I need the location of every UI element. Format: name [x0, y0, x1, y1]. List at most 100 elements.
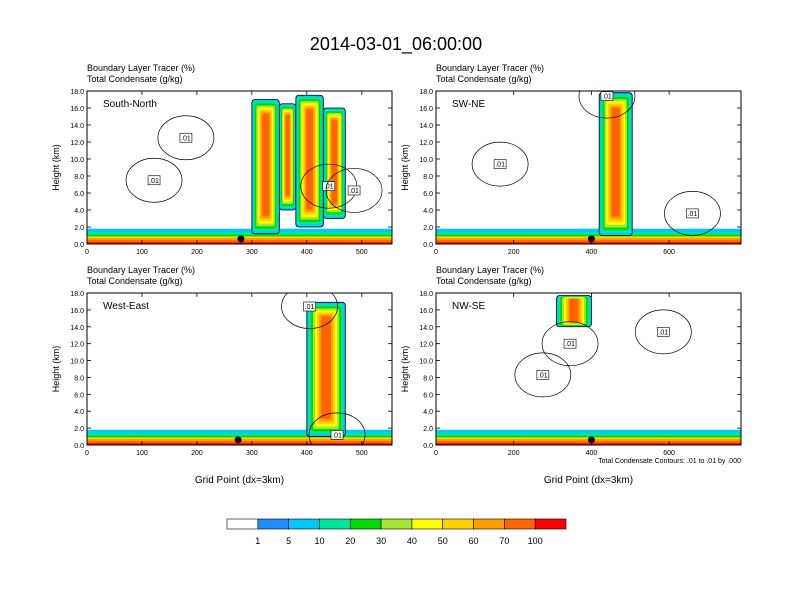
plot-frame [86, 90, 393, 245]
y-tick-label: 16.0 [419, 308, 433, 315]
contour-value: .01 [332, 432, 342, 439]
contour-value: .01 [602, 94, 612, 101]
contour-label-box: .01 [578, 91, 636, 119]
y-tick-label: 14.0 [419, 325, 433, 332]
colorbar-swatch [534, 518, 567, 530]
contour-label-frame [347, 185, 361, 196]
contour-label-box: .01 [664, 191, 721, 236]
y-tick-label: 8.0 [74, 375, 84, 382]
contour-label-frame [563, 338, 577, 349]
y-tick-label: 4.0 [74, 208, 84, 215]
y-tick-label: 14.0 [70, 325, 84, 332]
contour-value: .01 [149, 178, 159, 185]
contour-label: Total Condensate (g/kg) [87, 74, 183, 84]
location-marker [234, 436, 242, 444]
contour-label-box: .01 [541, 321, 599, 367]
x-tick-label: 300 [246, 450, 258, 457]
plume-band [306, 109, 314, 210]
plot-area: .01 .01 .01 [436, 91, 741, 244]
x-tick-label: 400 [586, 249, 598, 256]
panel-sw-ne: Boundary Layer Tracer (%)Total Condensat… [400, 63, 742, 256]
tracer-plume [598, 92, 633, 236]
tracer-plume [295, 94, 324, 228]
x-tick-label: 400 [586, 450, 598, 457]
y-tick-label: 6.0 [74, 191, 84, 198]
y-tick-label: 16.0 [70, 308, 84, 315]
condensate-contour [322, 107, 346, 219]
contour-value: .01 [658, 329, 668, 336]
x-tick-label: 300 [246, 249, 258, 256]
plot-area: .01 .01 .01 .01 [87, 91, 392, 244]
contour-label-frame [179, 132, 193, 143]
boundary-layer-band [87, 242, 392, 244]
panels-layer: Boundary Layer Tracer (%)Total Condensat… [51, 63, 742, 486]
colorbar-label: 60 [469, 536, 479, 546]
contour-value: .01 [565, 341, 575, 348]
colorbar-label: 100 [528, 536, 543, 546]
y-axis-label: Height (km) [51, 144, 61, 191]
x-tick-label: 500 [356, 450, 368, 457]
condensate-contour [541, 321, 599, 367]
contour-value: .01 [181, 135, 191, 142]
panel-nw-se: Boundary Layer Tracer (%)Total Condensat… [400, 265, 742, 486]
condensate-contour [514, 352, 572, 398]
y-tick-label: 2.0 [74, 225, 84, 232]
y-tick-label: 4.0 [423, 208, 433, 215]
plume-band [321, 316, 331, 419]
panel-west-east: Boundary Layer Tracer (%)Total Condensat… [51, 265, 393, 486]
y-tick-label: 6.0 [74, 392, 84, 399]
colorbar-swatch [411, 518, 444, 530]
y-tick-label: 0.0 [423, 242, 433, 249]
y-tick-label: 10.0 [419, 359, 433, 366]
colorbar-swatch [442, 518, 474, 530]
x-tick-label: 0 [85, 450, 89, 457]
boundary-layer-band [436, 441, 741, 445]
y-tick-label: 12.0 [70, 342, 84, 349]
plot-area: .01 .01 .01 [436, 293, 741, 445]
colorbar-swatch [380, 518, 413, 530]
condensate-contour [281, 293, 338, 329]
condensate-contour [598, 92, 633, 236]
location-marker [587, 436, 595, 444]
panel-name: West-East [103, 301, 149, 312]
contour-label-frame [536, 370, 550, 380]
contour-label-box: .01 [634, 309, 692, 355]
contour-value: .01 [349, 188, 359, 195]
condensate-contour [308, 412, 366, 445]
x-tick-label: 0 [434, 249, 438, 256]
tracer-plume [322, 107, 346, 219]
tracer-plume [556, 295, 592, 328]
y-tick-label: 14.0 [70, 123, 84, 130]
boundary-layer-band [436, 240, 741, 244]
boundary-layer-band [436, 443, 741, 445]
y-tick-label: 12.0 [70, 140, 84, 147]
x-tick-label: 400 [301, 450, 313, 457]
condensate-contour [578, 91, 636, 119]
colorbar-swatch [504, 518, 536, 530]
colorbar-label: 20 [345, 536, 355, 546]
plot-background [436, 91, 741, 244]
y-tick-label: 4.0 [423, 409, 433, 416]
y-axis-label: Height (km) [400, 346, 410, 393]
y-tick-label: 12.0 [419, 342, 433, 349]
colorbar-swatch [319, 518, 351, 530]
field-label: Boundary Layer Tracer (%) [87, 265, 195, 275]
field-label: Boundary Layer Tracer (%) [87, 63, 195, 73]
x-tick-label: 200 [508, 450, 520, 457]
y-tick-label: 16.0 [70, 106, 84, 113]
plot-area: .01 .01 [87, 293, 392, 445]
x-tick-label: 500 [356, 249, 368, 256]
y-tick-label: 8.0 [74, 174, 84, 181]
plot-background [87, 91, 392, 244]
x-tick-label: 200 [191, 450, 203, 457]
contour-label: Total Condensate (g/kg) [87, 276, 183, 286]
contour-label-box: .01 [125, 157, 183, 203]
y-tick-label: 6.0 [423, 392, 433, 399]
boundary-layer-band [436, 242, 741, 244]
contour-label-frame [147, 175, 161, 186]
panel-name: South-North [103, 99, 157, 110]
x-tick-label: 600 [663, 450, 675, 457]
panel-name: SW-NE [452, 99, 485, 110]
x-tick-label: 200 [508, 249, 520, 256]
